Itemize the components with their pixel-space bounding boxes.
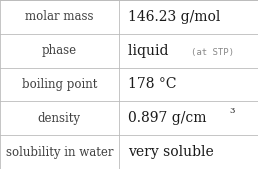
Text: 178 °C: 178 °C — [128, 78, 176, 91]
Text: density: density — [38, 112, 81, 125]
Text: very soluble: very soluble — [128, 145, 213, 159]
Text: liquid: liquid — [128, 44, 177, 58]
Text: phase: phase — [42, 44, 77, 57]
Text: 0.897 g/cm: 0.897 g/cm — [128, 111, 206, 125]
Text: 146.23 g/mol: 146.23 g/mol — [128, 10, 220, 24]
Text: (at STP): (at STP) — [191, 48, 234, 57]
Text: boiling point: boiling point — [22, 78, 97, 91]
Text: molar mass: molar mass — [25, 10, 94, 23]
Text: solubility in water: solubility in water — [6, 146, 113, 159]
Text: 3: 3 — [229, 107, 234, 115]
